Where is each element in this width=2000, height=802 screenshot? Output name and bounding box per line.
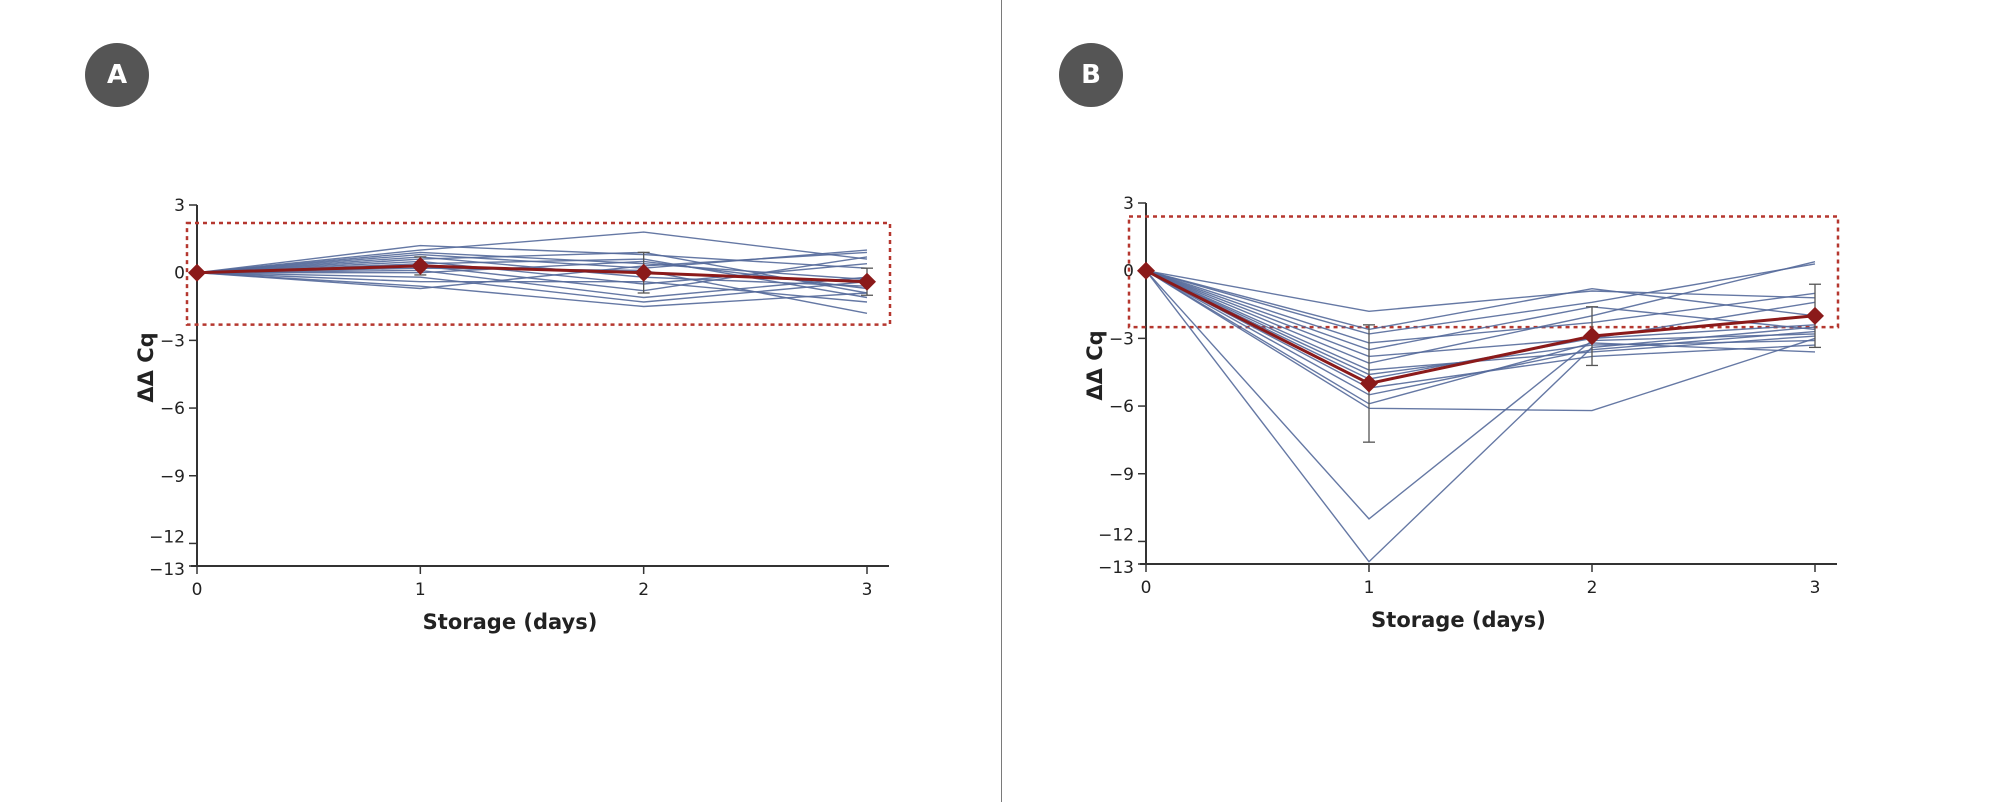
series-line <box>197 260 868 290</box>
x-tick-label: 1 <box>1364 578 1375 598</box>
y-tick-label: −6 <box>160 399 185 419</box>
x-tick-label: 0 <box>1141 578 1152 598</box>
y-tick-label: 3 <box>1123 194 1134 214</box>
series-line <box>196 231 868 274</box>
x-tick-label: 0 <box>192 580 203 600</box>
series-line <box>1145 270 1816 358</box>
series-line <box>1145 270 1816 351</box>
series-line <box>196 244 868 274</box>
x-tick-label: 2 <box>638 580 649 600</box>
mean-marker <box>858 272 876 291</box>
mean-marker <box>188 263 206 282</box>
y-tick-label: −13 <box>149 560 185 580</box>
x-axis-title: Storage (days) <box>423 610 598 634</box>
mean-marker <box>1583 327 1601 346</box>
series-line <box>1145 270 1816 344</box>
y-tick-label: −9 <box>160 467 185 487</box>
y-tick-label: −12 <box>1098 525 1134 545</box>
mean-line <box>196 264 868 284</box>
dashed-range-box <box>1127 215 1840 329</box>
x-tick-label: 2 <box>1587 578 1598 598</box>
series-line <box>1145 270 1816 313</box>
series-line <box>1145 270 1816 405</box>
y-tick-label: −3 <box>160 331 185 351</box>
x-tick-label: 3 <box>1810 578 1821 598</box>
series-line <box>1145 270 1816 412</box>
mean-marker <box>1137 261 1155 280</box>
mean-marker <box>411 256 430 275</box>
series-line <box>196 272 868 308</box>
y-tick-label: −6 <box>1109 397 1134 417</box>
series-line <box>1145 270 1816 520</box>
x-axis-title: Storage (days) <box>1371 608 1546 632</box>
y-tick-label: 0 <box>1123 262 1134 282</box>
series-line <box>196 269 868 299</box>
y-axis-title: ΔΔ Cq <box>134 332 158 402</box>
y-tick-label: −9 <box>1109 465 1134 485</box>
panel-divider <box>1001 0 1002 802</box>
series-line <box>1145 270 1816 331</box>
y-tick-label: 0 <box>174 264 185 284</box>
dashed-range-box <box>185 221 892 326</box>
x-tick-label: 1 <box>415 580 426 600</box>
series-line <box>1145 263 1816 335</box>
series-line <box>1145 261 1816 364</box>
panel-a-badge: A <box>85 43 149 107</box>
series-line <box>196 272 868 303</box>
mean-marker <box>1806 306 1824 325</box>
panel-b-badge: B <box>1059 43 1123 107</box>
y-tick-label: 3 <box>174 196 185 216</box>
y-tick-label: −3 <box>1109 329 1134 349</box>
y-axis-title: ΔΔ Cq <box>1083 330 1107 400</box>
mean-line <box>1145 269 1816 386</box>
series-line <box>1145 270 1816 396</box>
series-line <box>196 251 868 290</box>
y-tick-label: −12 <box>149 527 185 547</box>
mean-marker <box>634 263 653 282</box>
series-line <box>196 251 868 294</box>
mean-marker <box>1360 374 1378 393</box>
x-tick-label: 3 <box>862 580 873 600</box>
series-line <box>196 251 868 281</box>
y-tick-label: −13 <box>1098 558 1134 578</box>
series-line <box>1145 270 1816 563</box>
